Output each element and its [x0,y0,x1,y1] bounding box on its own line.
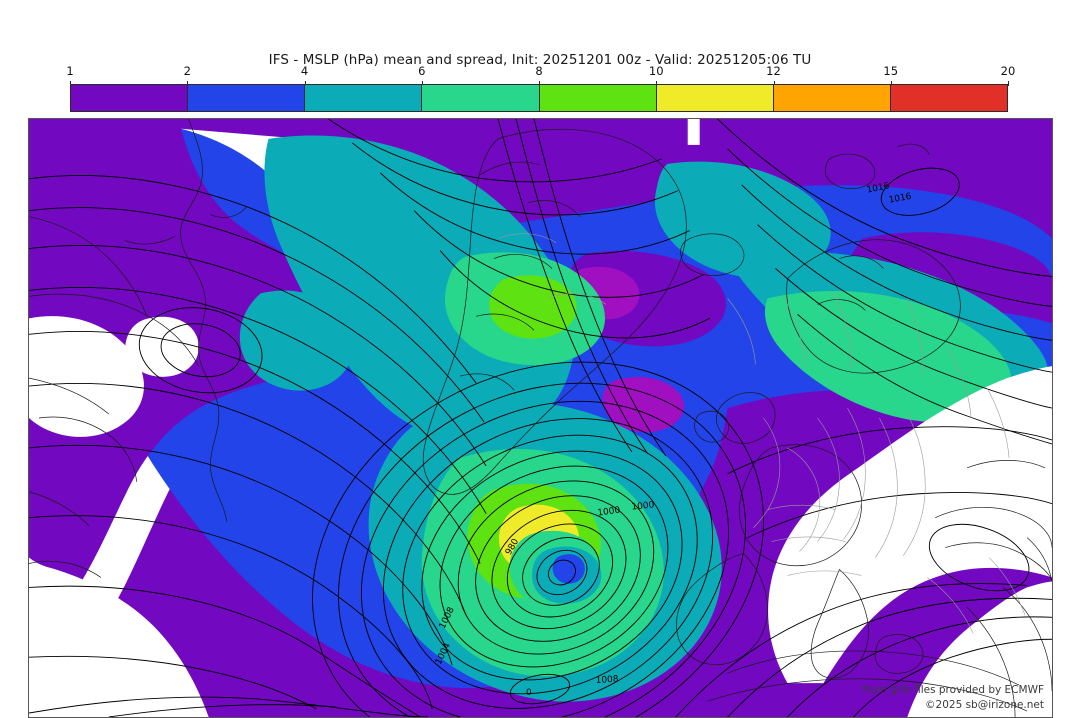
colorbar-tickmark [890,81,892,86]
colorbar-ticks: 1 2 4 6 8 10 12 15 20 [66,64,1015,86]
spread-fill-layer [29,119,1052,717]
colorbar-tickmark [773,81,775,86]
colorbar-tick-1: 1 [66,64,74,78]
colorbar-tickmark [187,81,189,86]
colorbar-tickmark [1008,81,1009,86]
colorbar-band-8-10 [538,85,656,111]
colorbar-tickmark [304,81,306,86]
colorbar-tickmark [539,81,540,86]
colorbar-tick-12: 12 [766,64,781,78]
colorbar-tickmark [656,81,658,86]
colorbar-tick-8: 8 [535,64,543,78]
coastline-layer [29,119,1052,717]
contour-label-1016b: 1016 [866,181,891,196]
colorbar-band-12-15 [772,85,890,111]
contour-label-1008: 1008 [595,675,619,687]
colorbar-tick-10: 10 [648,64,664,78]
colorbar-tick-2: 2 [183,64,191,78]
mslp-contour-layer: 1000 1000 980 1008 1004 1008 1016 1016 0 [29,119,1052,717]
colorbar-band-15-20 [889,85,1007,111]
contour-label-zero: 0 [526,688,532,698]
colorbar-tick-4: 4 [300,64,309,78]
colorbar-bands [70,84,1008,112]
colorbar-tick-20: 20 [1000,64,1016,78]
contour-label-1000: 1000 [597,506,621,519]
contour-label-1000b: 1000 [631,500,655,512]
contour-label-1016: 1016 [888,192,913,206]
page-title: IFS - MSLP (hPa) mean and spread, Init: … [268,52,812,68]
colorbar-tick-15: 15 [883,64,899,78]
map-canvas: 1000 1000 980 1008 1004 1008 1016 1016 0 [29,119,1052,717]
colorbar-band-4-6 [304,85,422,111]
colorbar-band-10-12 [655,85,773,111]
colorbar-band-1-2 [71,85,188,111]
colorbar [70,84,1008,112]
colorbar-band-6-8 [421,85,539,111]
colorbar-band-2-4 [187,85,305,111]
colorbar-tick-6: 6 [418,64,426,78]
map-panel[interactable]: 1000 1000 980 1008 1004 1008 1016 1016 0 [28,118,1053,718]
colorbar-tickmark [70,81,71,86]
colorbar-tickmark [421,81,423,86]
